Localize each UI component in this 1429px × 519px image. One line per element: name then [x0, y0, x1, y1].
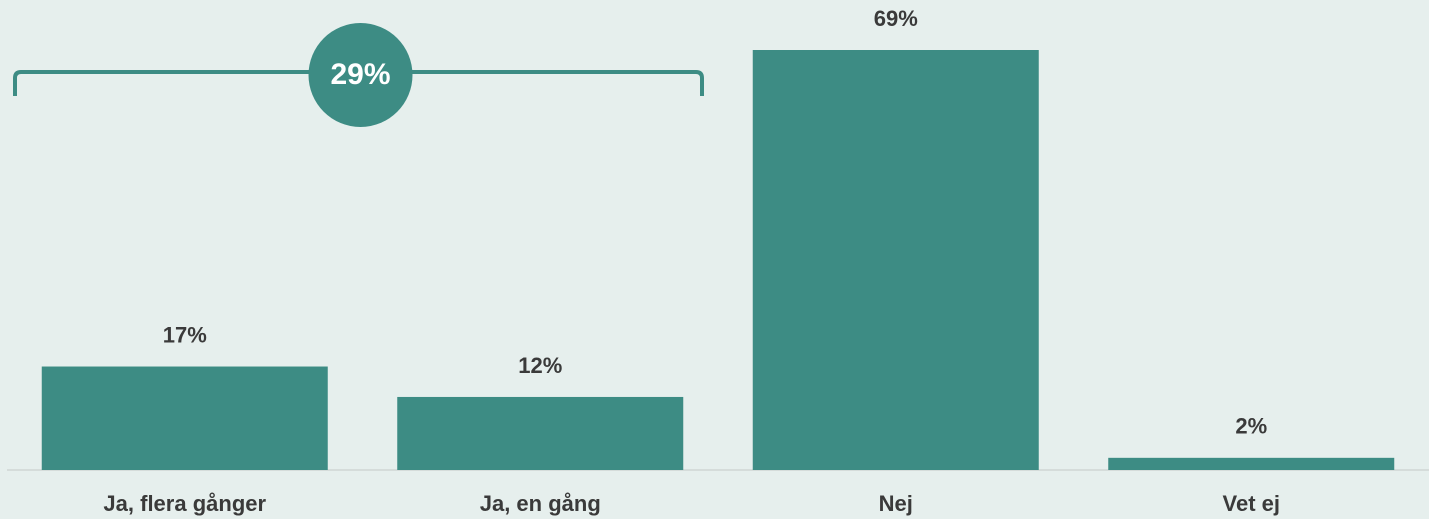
annotation-circle: [308, 23, 413, 127]
x-tick-label: Ja, flera gånger: [103, 491, 266, 516]
x-tick-label: Ja, en gång: [480, 491, 601, 516]
x-tick-label: Vet ej: [1223, 491, 1280, 516]
value-label: 69%: [874, 6, 918, 31]
annotation: 29%: [330, 58, 390, 91]
value-label: 17%: [163, 322, 207, 347]
value-label: 2%: [1235, 414, 1267, 439]
value-label: 12%: [518, 353, 562, 378]
bar: [1108, 457, 1395, 470]
x-tick-label: Nej: [879, 491, 913, 516]
bar: [397, 396, 684, 470]
bar: [41, 366, 328, 470]
bar: [752, 50, 1039, 470]
